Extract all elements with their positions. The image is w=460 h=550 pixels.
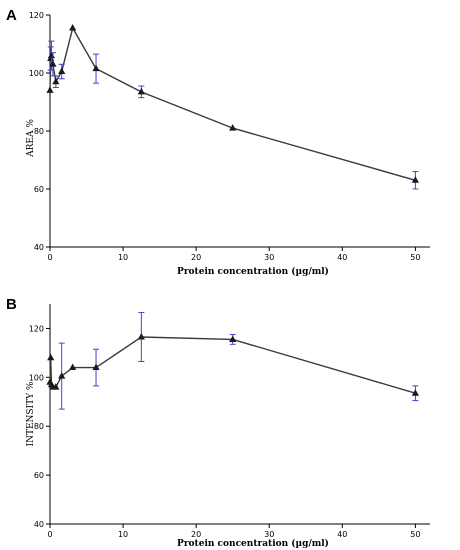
x-tick-label: 20 <box>191 253 201 262</box>
x-tick-label: 0 <box>47 253 52 262</box>
x-tick-label: 30 <box>264 530 274 539</box>
x-tick-label: 50 <box>410 253 420 262</box>
chart-panel-a: A 0 10 20 30 40 50 40 60 80 100 120 Protein conce… <box>6 7 430 277</box>
x-axis-label-b: Protein concentration (µg/ml) <box>177 538 329 549</box>
x-tick-label: 40 <box>337 253 347 262</box>
data-point <box>229 124 237 131</box>
y-tick-label: 40 <box>34 520 44 529</box>
x-tick-label: 20 <box>191 530 201 539</box>
data-point <box>52 77 60 85</box>
series-line <box>49 336 416 394</box>
y-tick-label: 100 <box>29 373 44 382</box>
data-point <box>52 383 60 390</box>
y-axis-label-a: AREA % <box>26 119 36 158</box>
data-point <box>92 64 100 72</box>
data-point <box>58 372 66 379</box>
y-tick-label: 120 <box>29 324 44 333</box>
x-tick-label: 30 <box>264 253 274 262</box>
x-tick-label: 10 <box>118 253 128 262</box>
series-b <box>46 312 419 410</box>
y-axis-label-b: INTENSITY % <box>26 381 36 446</box>
series-a <box>46 24 419 190</box>
x-tick-label: 50 <box>410 530 420 539</box>
y-tick-label: 100 <box>29 69 44 78</box>
y-tick-label: 60 <box>34 471 44 480</box>
x-axis-a: 0 10 20 30 40 50 <box>47 246 430 262</box>
series-line <box>49 26 416 181</box>
data-point <box>411 389 419 396</box>
data-point <box>69 24 77 31</box>
y-tick-label: 80 <box>34 127 44 136</box>
data-point <box>58 67 66 75</box>
data-point <box>92 363 100 371</box>
panel-label-b: B <box>6 296 17 313</box>
data-point <box>69 363 77 371</box>
y-tick-label: 80 <box>34 422 44 431</box>
x-tick-label: 0 <box>47 530 52 539</box>
x-axis-label-a: Protein concentration (µg/ml) <box>177 266 329 277</box>
y-tick-label: 120 <box>29 11 44 20</box>
data-point <box>137 87 145 95</box>
data-point <box>411 176 419 183</box>
panel-label-a: A <box>6 7 17 24</box>
y-tick-label: 60 <box>34 185 44 194</box>
x-axis-b: 0 10 20 30 40 50 <box>47 523 430 539</box>
y-axis-b: 40 60 80 100 120 <box>29 304 51 529</box>
data-point <box>137 333 145 340</box>
data-point <box>47 353 55 361</box>
x-tick-label: 10 <box>118 530 128 539</box>
data-point <box>49 60 57 67</box>
y-tick-label: 40 <box>34 243 44 252</box>
x-tick-label: 40 <box>337 530 347 539</box>
chart-panel-b: B 0 10 20 30 40 50 40 60 80 100 120 Protein conce… <box>6 296 430 549</box>
data-point <box>46 86 54 93</box>
y-axis-a: 40 60 80 100 120 <box>29 11 51 252</box>
data-point <box>229 335 237 342</box>
